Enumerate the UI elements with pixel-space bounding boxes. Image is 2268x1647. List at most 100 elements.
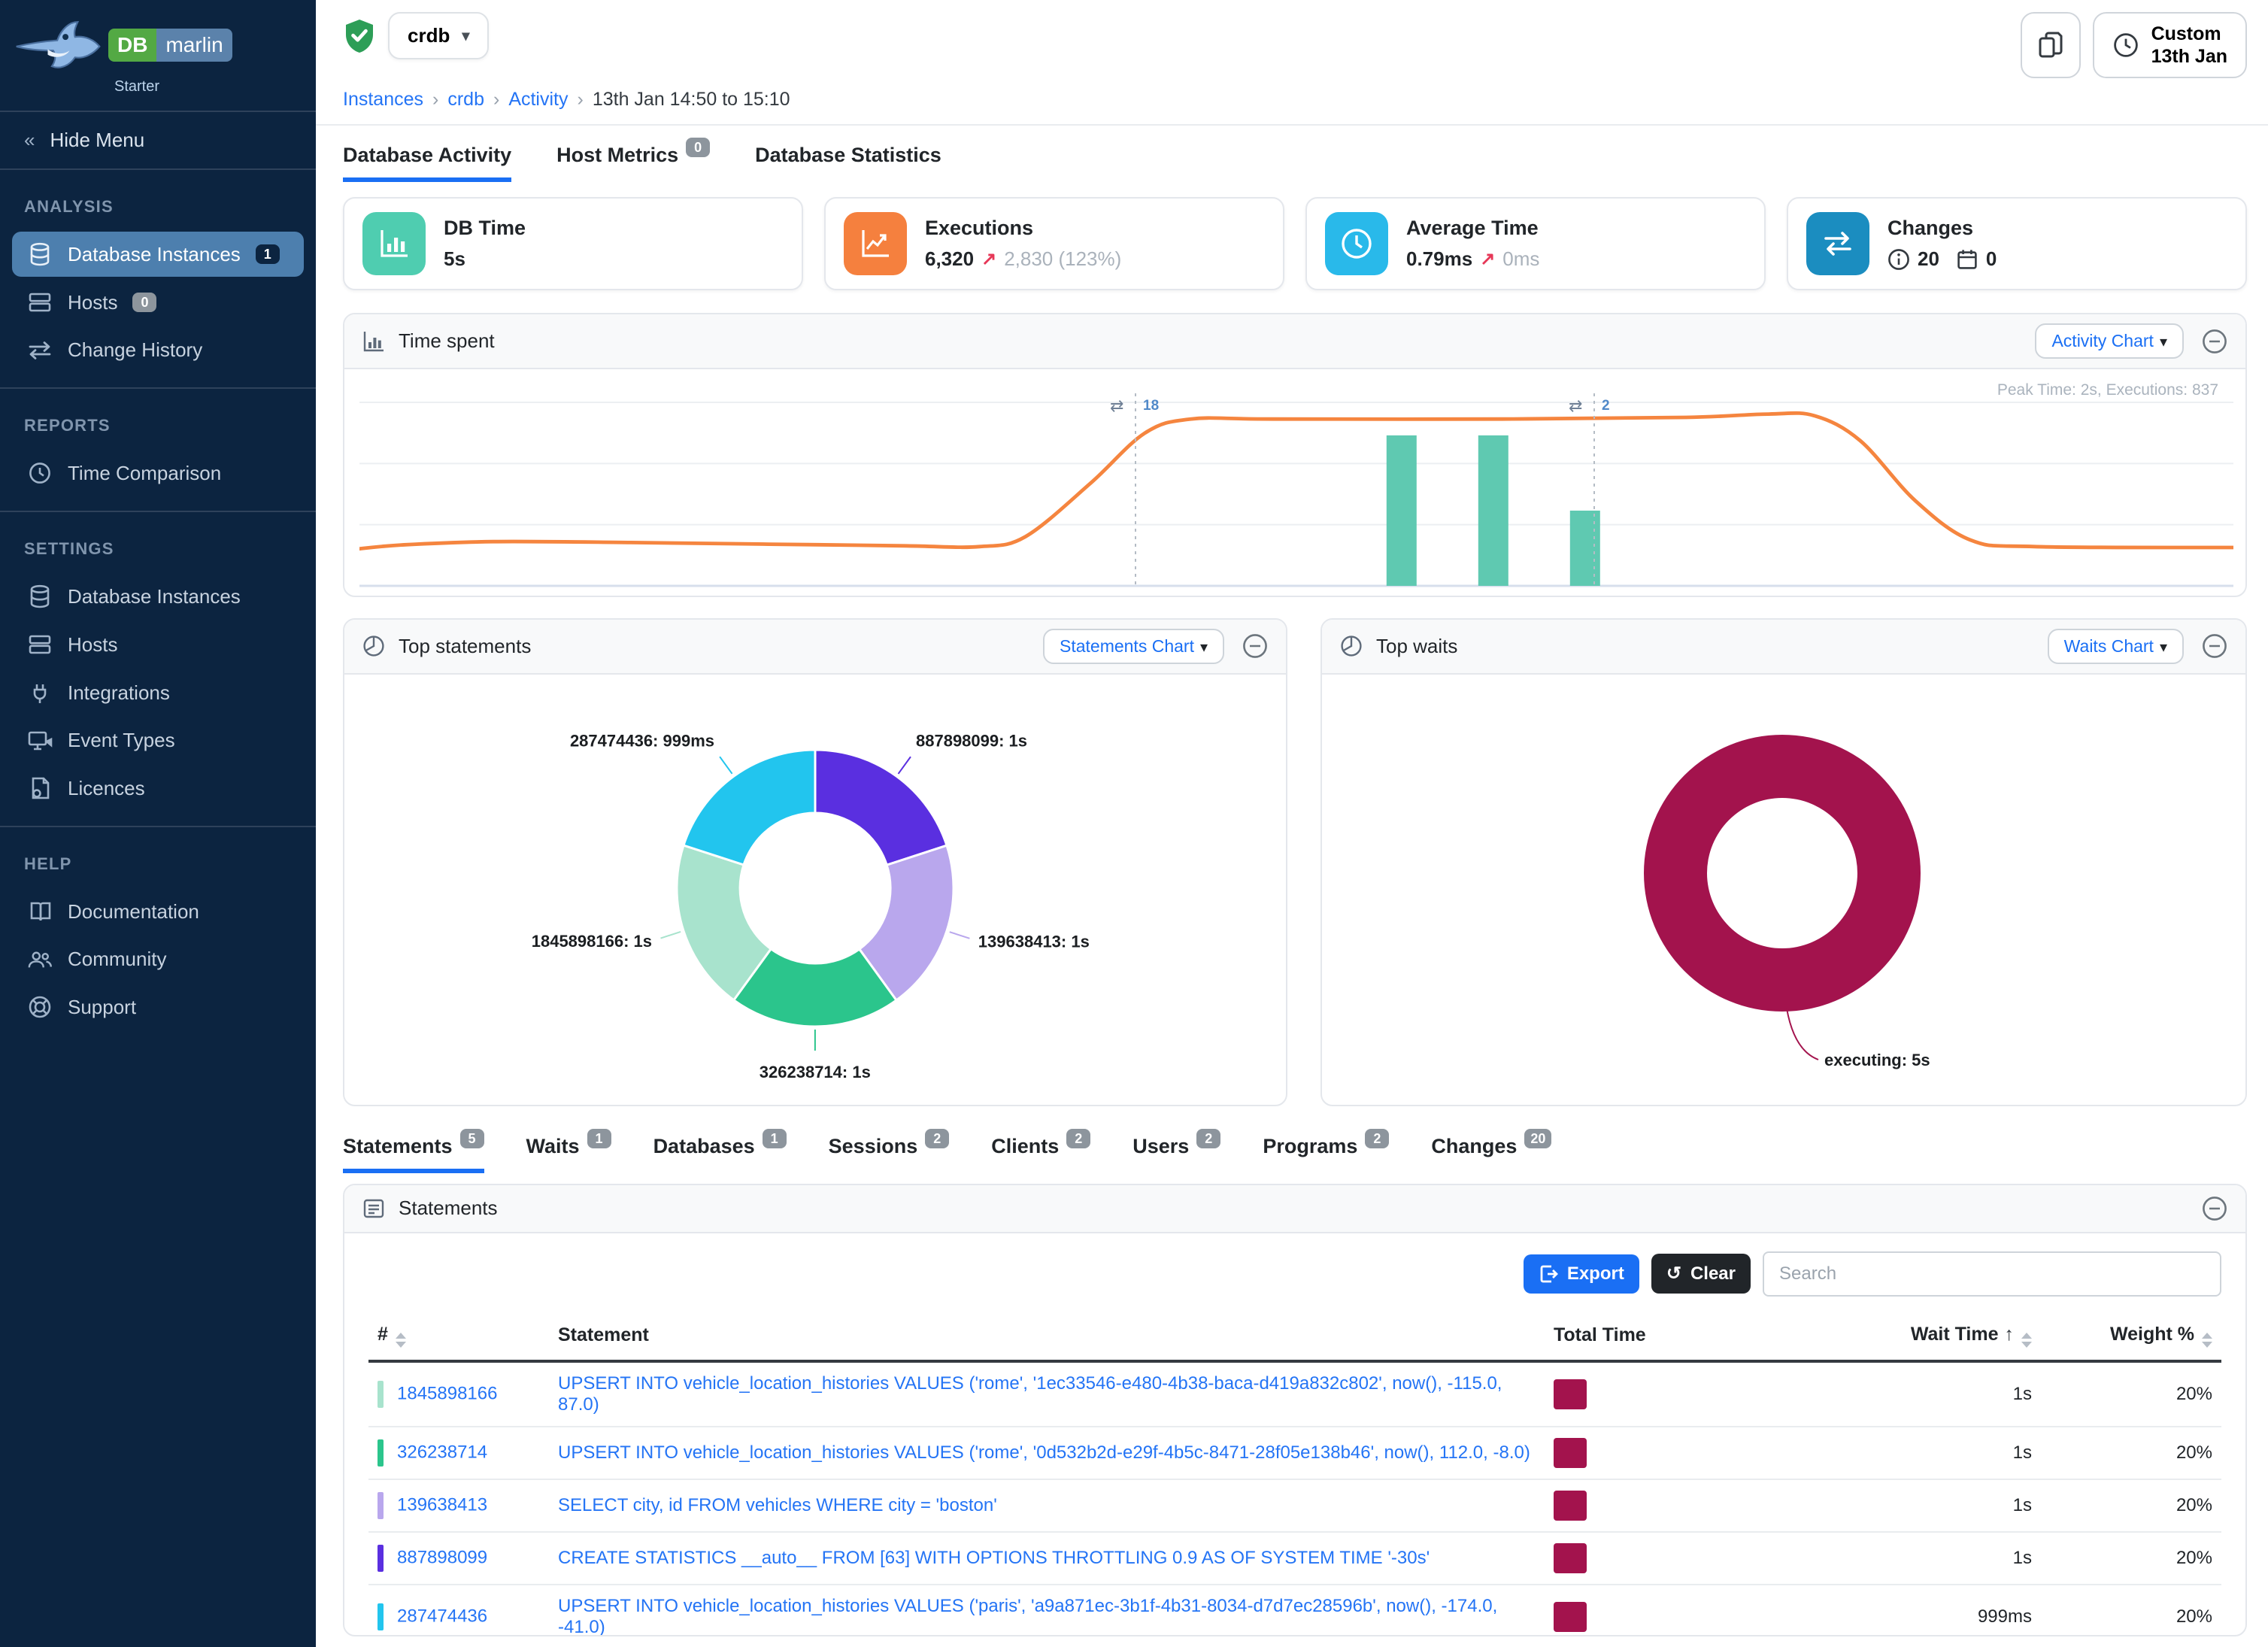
time-spent-chart[interactable]: Peak Time: 2s, Executions: 837 ⇄18⇄214:5… <box>344 369 2245 596</box>
detail-tabs: Statements 5 Waits 1 Databases 1 Sessions 2 Clie… <box>316 1117 2268 1173</box>
table-row: 887898099 CREATE STATISTICS __auto__ FROM… <box>368 1531 2221 1585</box>
statement-link[interactable]: UPSERT INTO vehicle_location_histories V… <box>558 1372 1502 1415</box>
sidebar-item-database-instances[interactable]: Database Instances 1 <box>12 232 304 277</box>
clear-button[interactable]: ↺ Clear <box>1651 1254 1751 1294</box>
instance-selector[interactable]: crdb ▾ <box>388 12 490 59</box>
column-header-wait-time[interactable]: Wait Time ↑ <box>1785 1311 2041 1363</box>
chevron-down-icon: ▾ <box>2159 334 2167 350</box>
statement-link[interactable]: CREATE STATISTICS __auto__ FROM [63] WIT… <box>558 1547 1430 1568</box>
column-header-weight-[interactable]: Weight % <box>2041 1311 2221 1363</box>
time-spent-panel: Time spent Activity Chart ▾ Peak Time: 2s… <box>343 313 2247 597</box>
sidebar-item-label: Database Instances <box>68 242 241 265</box>
statement-link[interactable]: UPSERT INTO vehicle_location_histories V… <box>558 1595 1498 1636</box>
activity-icon <box>844 212 907 275</box>
donut-slice-139638413[interactable] <box>857 844 955 1002</box>
change-marker[interactable]: ⇄ 18 <box>1110 396 1159 415</box>
waits-chart-selector[interactable]: Waits Chart ▾ <box>2047 628 2184 664</box>
sidebar-item-label: Licences <box>68 776 145 799</box>
breadcrumb-link[interactable]: Activity <box>508 89 569 110</box>
metric-card-average-time: Average Time 0.79ms ↗ 0ms <box>1305 197 1766 290</box>
time-range-button[interactable]: Custom 13th Jan <box>2092 12 2247 78</box>
table-row: 287474436 UPSERT INTO vehicle_location_hi… <box>368 1584 2221 1636</box>
donut-slice-executing[interactable] <box>1644 734 1921 1012</box>
total-time-cell <box>1545 1479 1785 1533</box>
breadcrumb-link[interactable]: Instances <box>343 89 424 110</box>
export-button[interactable]: Export <box>1523 1254 1639 1294</box>
detail-tab-changes[interactable]: Changes 20 <box>1431 1128 1552 1173</box>
collapse-panel-icon[interactable] <box>2202 1196 2227 1221</box>
edition-label: Starter <box>114 78 160 95</box>
statement-link[interactable]: UPSERT INTO vehicle_location_histories V… <box>558 1442 1530 1463</box>
trend-up-icon: ↗ <box>981 249 997 269</box>
tab-database-statistics[interactable]: Database Statistics <box>755 144 941 182</box>
sidebar-item-community[interactable]: Community <box>12 937 304 981</box>
copy-link-button[interactable] <box>2020 12 2081 78</box>
chevron-down-icon: ▾ <box>2159 638 2167 656</box>
sidebar-item-integrations[interactable]: Integrations <box>12 670 304 715</box>
breadcrumb-link[interactable]: crdb <box>447 89 484 110</box>
tab-label: Waits <box>526 1134 580 1157</box>
sidebar-item-documentation[interactable]: Documentation <box>12 889 304 934</box>
sidebar-item-support[interactable]: Support <box>12 984 304 1030</box>
sidebar-item-label: Integrations <box>68 681 170 704</box>
color-swatch <box>377 1603 384 1630</box>
collapse-panel-icon[interactable] <box>1242 633 1268 659</box>
statement-id-link[interactable]: 1845898166 <box>397 1383 498 1404</box>
statement-id-link[interactable]: 287474436 <box>397 1606 488 1627</box>
change-marker[interactable]: ⇄ 2 <box>1569 396 1610 415</box>
sidebar-item-event-types[interactable]: Event Types <box>12 718 304 763</box>
sidebar-nav: ANALYSIS Database Instances 1 Hosts 0 Change … <box>0 170 316 1045</box>
statements-chart-selector[interactable]: Statements Chart ▾ <box>1042 628 1224 664</box>
donut-slice-887898099[interactable] <box>814 748 948 867</box>
detail-tab-statements[interactable]: Statements 5 <box>343 1128 484 1173</box>
statement-id-link[interactable]: 139638413 <box>397 1494 488 1515</box>
count-badge: 2 <box>1066 1128 1091 1148</box>
column-header--[interactable]: # <box>368 1311 549 1363</box>
donut-slice-287474436[interactable] <box>682 748 817 866</box>
statement-link[interactable]: SELECT city, id FROM vehicles WHERE city… <box>558 1494 997 1515</box>
activity-chart-selector[interactable]: Activity Chart ▾ <box>2035 323 2184 359</box>
top-statements-donut[interactable]: 887898099: 1s 139638413: 1s 326238714: 1s 1… <box>344 675 1286 1105</box>
top-waits-donut[interactable]: executing: 5s <box>1322 675 2242 1105</box>
detail-tab-clients[interactable]: Clients 2 <box>991 1128 1091 1173</box>
donut-label: 887898099: 1s <box>916 732 1027 751</box>
sidebar-item-hosts[interactable]: Hosts 0 <box>12 280 304 325</box>
wait-time-cell: 1s <box>1785 1479 2041 1533</box>
sidebar-item-label: Event Types <box>68 729 175 751</box>
statement-id-link[interactable]: 887898099 <box>397 1547 488 1568</box>
card-value: 0.79ms ↗ 0ms <box>1406 247 1540 270</box>
detail-tab-programs[interactable]: Programs 2 <box>1263 1128 1390 1173</box>
panel-title: Statements <box>399 1197 498 1220</box>
tab-host-metrics[interactable]: Host Metrics 0 <box>556 138 711 182</box>
wait-time-cell: 1s <box>1785 1531 2041 1585</box>
sidebar-item-label: Change History <box>68 338 203 361</box>
detail-tab-databases[interactable]: Databases 1 <box>653 1128 787 1173</box>
detail-tab-users[interactable]: Users 2 <box>1132 1128 1221 1173</box>
collapse-panel-icon[interactable] <box>2202 329 2227 354</box>
donut-slice-1845898166[interactable] <box>675 844 773 1002</box>
hide-menu-button[interactable]: «Hide Menu <box>0 112 316 170</box>
app-logo[interactable]: DB marlin Starter <box>0 0 316 112</box>
detail-tab-sessions[interactable]: Sessions 2 <box>829 1128 950 1173</box>
tab-label: Changes <box>1431 1134 1518 1157</box>
wait-time-cell: 1s <box>1785 1360 2041 1427</box>
sidebar-section-analysis: ANALYSIS Database Instances 1 Hosts 0 Change … <box>0 170 316 387</box>
info-circle-icon <box>1887 248 1910 271</box>
detail-tab-waits[interactable]: Waits 1 <box>526 1128 611 1173</box>
sidebar-item-change-history[interactable]: Change History <box>12 328 304 372</box>
statements-table: # Statement Total Time Wait Time ↑ Weight % 1… <box>368 1311 2221 1636</box>
sidebar-item-licences[interactable]: Licences <box>12 766 304 811</box>
sidebar-item-time-comparison[interactable]: Time Comparison <box>12 450 304 496</box>
count-badge: 2 <box>1365 1128 1390 1148</box>
statement-cell: CREATE STATISTICS __auto__ FROM [63] WIT… <box>549 1531 1545 1585</box>
collapse-panel-icon[interactable] <box>2202 633 2227 659</box>
sidebar-item-database-instances[interactable]: Database Instances <box>12 574 304 619</box>
search-input[interactable] <box>1763 1251 2221 1297</box>
donut-slice-326238714[interactable] <box>732 947 899 1028</box>
sidebar-item-hosts[interactable]: Hosts <box>12 622 304 667</box>
export-icon <box>1539 1264 1558 1284</box>
tab-database-activity[interactable]: Database Activity <box>343 144 512 182</box>
statement-id-link[interactable]: 326238714 <box>397 1442 488 1463</box>
donut-row: Top statements Statements Chart ▾ 8878980… <box>343 617 2247 1106</box>
